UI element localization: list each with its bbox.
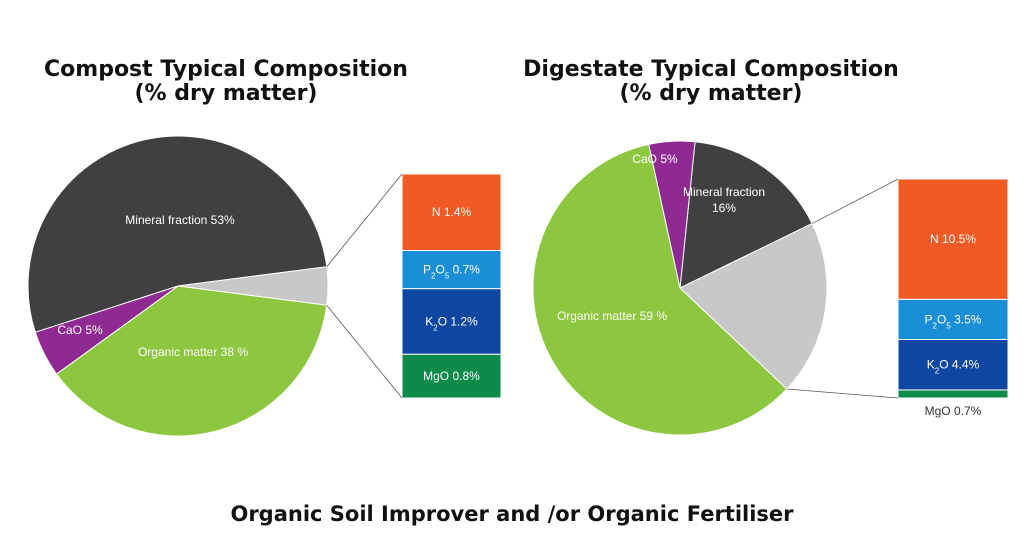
- breakdown-label: P2O5 3.5%: [925, 312, 982, 330]
- slice-label: Mineral fraction 53%: [125, 213, 235, 227]
- breakdown-label: N 1.4%: [432, 205, 472, 219]
- chart-title: Compost Typical Composition: [44, 57, 408, 82]
- pie-slice: [55, 285, 328, 437]
- breakdown-label: N 10.5%: [930, 232, 976, 246]
- chart-subtitle: (% dry matter): [620, 81, 803, 106]
- slice-label: CaO 5%: [57, 323, 103, 337]
- chart-title: Digestate Typical Composition: [523, 57, 899, 82]
- slice-label: Mineral fraction 16%: [683, 185, 765, 215]
- compost-chart: Compost Typical Composition(% dry matter…: [27, 57, 502, 437]
- breakdown-segment: [897, 298, 1009, 341]
- connector-line: [326, 304, 403, 399]
- slice-label: Organic matter 59 %: [557, 309, 667, 323]
- pie-slice: [679, 141, 813, 289]
- pie-slice: [34, 285, 179, 375]
- connector-line: [786, 388, 899, 399]
- chart-subtitle: (% dry matter): [135, 81, 318, 106]
- breakdown-segment: [897, 178, 1009, 300]
- breakdown-segment: [401, 249, 502, 290]
- breakdown-label: MgO 0.7%: [925, 404, 982, 418]
- connector-line: [326, 173, 403, 268]
- slice-label: CaO 5%: [632, 152, 678, 166]
- breakdown-segment: [897, 339, 1009, 391]
- footer-caption: Organic Soil Improver and /or Organic Fe…: [230, 502, 794, 526]
- pie-slice: [679, 222, 828, 390]
- breakdown-label: K2O 4.4%: [927, 358, 980, 376]
- pie-slice: [648, 140, 696, 289]
- breakdown-segment: [897, 389, 1009, 399]
- breakdown-label: K2O 1.2%: [425, 315, 478, 333]
- breakdown-segment: [401, 353, 502, 399]
- breakdown-segment: [401, 173, 502, 251]
- digestate-chart: Digestate Typical Composition(% dry matt…: [523, 57, 1009, 436]
- pie-slice: [27, 135, 328, 333]
- breakdown-label: MgO 0.8%: [423, 369, 480, 383]
- connector-line: [811, 178, 899, 224]
- pie-slice: [532, 143, 788, 436]
- slice-label: Organic matter 38 %: [138, 345, 248, 359]
- breakdown-label: P2O5 0.7%: [423, 263, 480, 281]
